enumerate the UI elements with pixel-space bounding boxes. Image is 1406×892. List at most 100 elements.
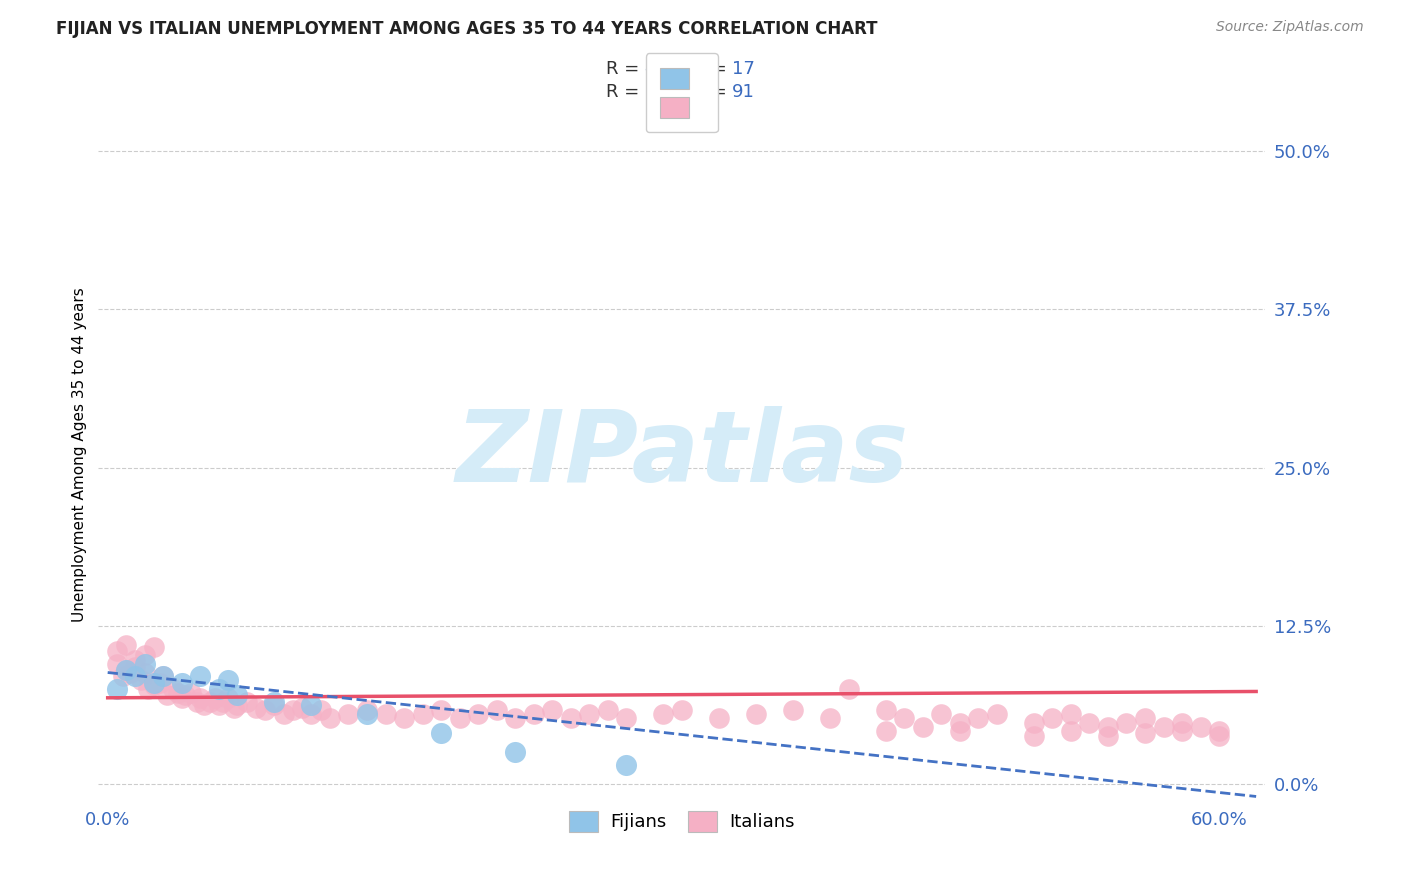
Point	[652, 707, 675, 722]
Point	[105, 681, 128, 696]
Point	[430, 703, 453, 717]
Point	[188, 669, 211, 683]
Point	[1097, 729, 1119, 743]
Point	[273, 707, 295, 722]
Point	[1189, 720, 1212, 734]
Point	[523, 707, 546, 722]
Point	[614, 711, 637, 725]
Point	[138, 681, 160, 696]
Point	[193, 698, 215, 713]
Point	[1040, 711, 1063, 725]
Point	[124, 660, 146, 674]
Point	[967, 711, 990, 725]
Point	[614, 757, 637, 772]
Point	[134, 657, 156, 671]
Point	[356, 707, 378, 722]
Point	[1022, 716, 1045, 731]
Point	[1171, 716, 1194, 731]
Point	[263, 698, 285, 713]
Point	[167, 686, 190, 700]
Text: N =: N =	[681, 83, 733, 101]
Point	[412, 707, 434, 722]
Point	[1060, 723, 1083, 738]
Point	[111, 669, 134, 683]
Point	[124, 653, 146, 667]
Y-axis label: Unemployment Among Ages 35 to 44 years: Unemployment Among Ages 35 to 44 years	[72, 287, 87, 623]
Point	[105, 657, 128, 671]
Point	[309, 703, 332, 717]
Point	[578, 707, 600, 722]
Point	[356, 703, 378, 717]
Point	[301, 707, 323, 722]
Point	[129, 673, 152, 687]
Point	[152, 669, 174, 683]
Point	[245, 701, 267, 715]
Point	[818, 711, 841, 725]
Point	[949, 716, 972, 731]
Point	[782, 703, 804, 717]
Point	[170, 675, 193, 690]
Point	[148, 675, 170, 690]
Point	[1153, 720, 1175, 734]
Point	[838, 681, 860, 696]
Text: -0.173: -0.173	[644, 60, 703, 78]
Point	[541, 703, 564, 717]
Point	[143, 640, 166, 655]
Point	[1133, 711, 1156, 725]
Point	[188, 690, 211, 705]
Text: R =: R =	[606, 60, 644, 78]
Point	[485, 703, 508, 717]
Point	[467, 707, 489, 722]
Text: FIJIAN VS ITALIAN UNEMPLOYMENT AMONG AGES 35 TO 44 YEARS CORRELATION CHART: FIJIAN VS ITALIAN UNEMPLOYMENT AMONG AGE…	[56, 20, 877, 37]
Point	[208, 681, 231, 696]
Point	[217, 690, 239, 705]
Point	[560, 711, 582, 725]
Text: R =: R =	[606, 83, 644, 101]
Point	[115, 663, 138, 677]
Point	[143, 675, 166, 690]
Point	[226, 698, 249, 713]
Point	[291, 701, 314, 715]
Text: 91: 91	[733, 83, 755, 101]
Point	[152, 669, 174, 683]
Text: Source: ZipAtlas.com: Source: ZipAtlas.com	[1216, 20, 1364, 34]
Point	[186, 695, 208, 709]
Point	[124, 669, 146, 683]
Point	[301, 698, 323, 713]
Point	[392, 711, 415, 725]
Point	[875, 723, 897, 738]
Text: 0.025: 0.025	[644, 83, 696, 101]
Point	[986, 707, 1008, 722]
Point	[1133, 726, 1156, 740]
Point	[1208, 729, 1230, 743]
Point	[745, 707, 768, 722]
Point	[198, 695, 221, 709]
Point	[596, 703, 619, 717]
Point	[449, 711, 471, 725]
Point	[1022, 729, 1045, 743]
Point	[254, 703, 277, 717]
Point	[115, 638, 138, 652]
Point	[319, 711, 342, 725]
Point	[1060, 707, 1083, 722]
Point	[430, 726, 453, 740]
Point	[134, 665, 156, 680]
Point	[226, 688, 249, 702]
Legend: Fijians, Italians: Fijians, Italians	[561, 804, 803, 839]
Point	[875, 703, 897, 717]
Text: 17: 17	[733, 60, 755, 78]
Point	[180, 686, 202, 700]
Point	[671, 703, 693, 717]
Point	[170, 690, 193, 705]
Point	[503, 711, 526, 725]
Point	[281, 703, 304, 717]
Point	[911, 720, 934, 734]
Point	[105, 644, 128, 658]
Point	[115, 663, 138, 677]
Point	[162, 681, 184, 696]
Point	[217, 673, 239, 687]
Point	[263, 695, 285, 709]
Point	[1078, 716, 1101, 731]
Point	[118, 665, 141, 680]
Point	[707, 711, 730, 725]
